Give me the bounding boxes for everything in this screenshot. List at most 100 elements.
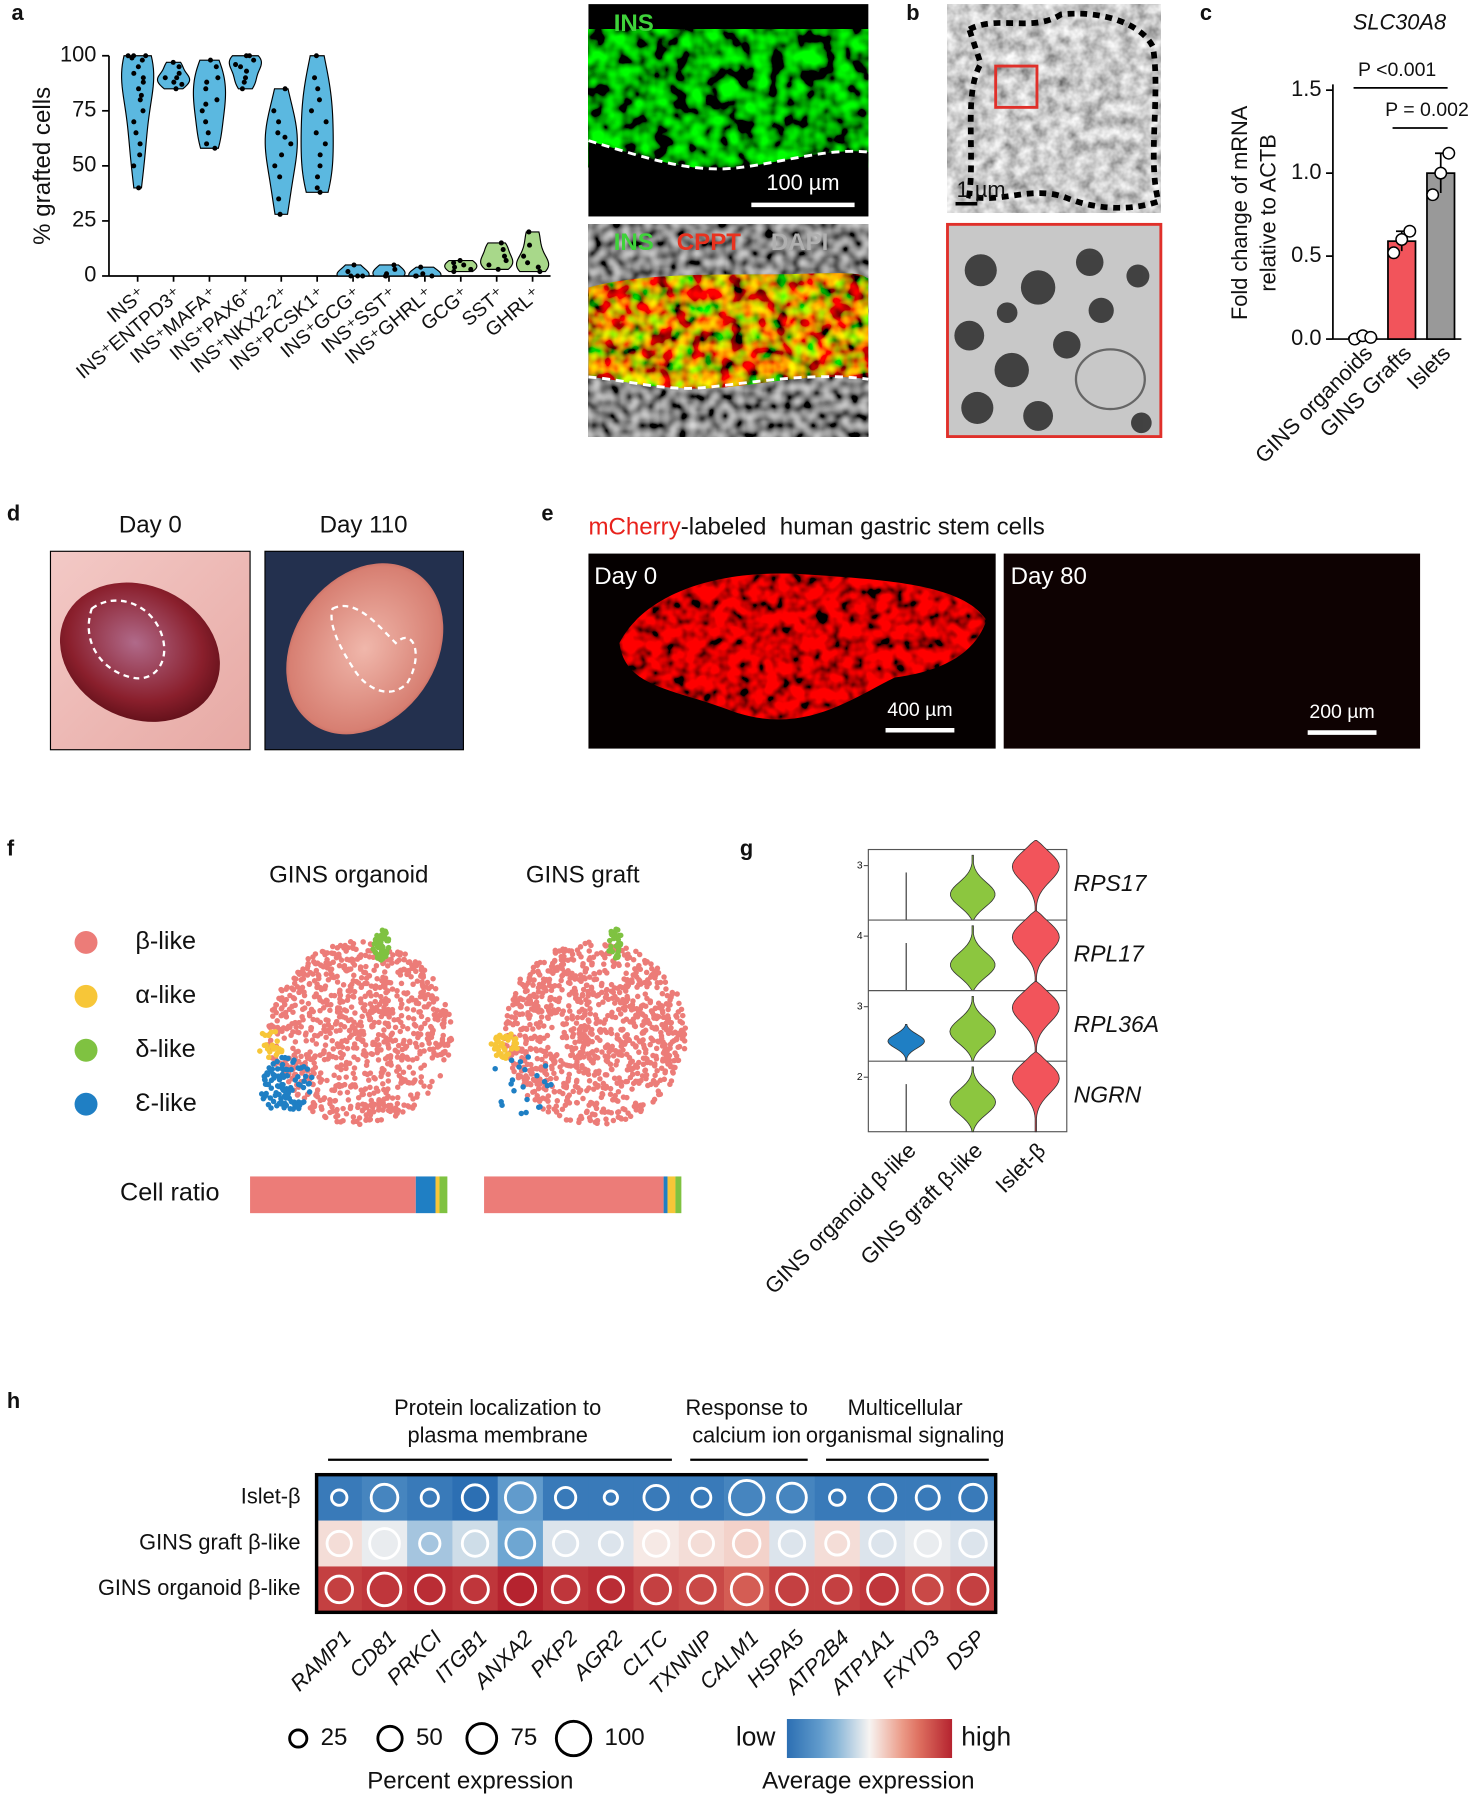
cell-dot	[597, 1037, 603, 1044]
cell-dot	[561, 1083, 567, 1090]
cell-dot	[511, 1040, 517, 1046]
data-point	[135, 64, 141, 70]
cell-dot	[385, 1045, 392, 1051]
cell-dot	[295, 1073, 301, 1080]
merge-micrograph: INS CPPT DAPI	[588, 224, 869, 437]
data-point	[171, 79, 177, 85]
cell-dot	[361, 969, 367, 976]
cell-dot	[588, 984, 595, 990]
cell-dot	[601, 961, 607, 967]
cell-dot	[600, 1108, 607, 1115]
cell-dot	[660, 1014, 667, 1021]
cell-dot	[279, 995, 285, 1001]
percent-dot	[687, 1529, 716, 1558]
cell-dot	[328, 992, 335, 999]
cell-dot	[347, 966, 354, 972]
cell-dot	[350, 993, 356, 1000]
cell-dot	[661, 974, 667, 980]
cell-dot	[548, 1063, 555, 1070]
cell-dot	[499, 1053, 505, 1060]
cell-dot	[387, 1055, 394, 1061]
cell-dot	[652, 1072, 658, 1079]
cell-dot	[289, 985, 295, 991]
cell-dot	[395, 1094, 401, 1101]
cell-dot	[586, 1078, 593, 1084]
cell-dot	[441, 1057, 447, 1063]
cell-dot	[414, 1055, 420, 1062]
cell-dot	[274, 1024, 281, 1031]
cell-dot	[341, 962, 348, 969]
group-label: GINS graft β-like	[855, 1138, 987, 1270]
cell-dot	[309, 1074, 315, 1081]
cell-dot	[278, 1006, 285, 1012]
cell-dot	[447, 1019, 454, 1025]
cell-dot	[542, 1069, 548, 1076]
cell-dot	[583, 982, 590, 988]
percent-dot	[824, 1530, 851, 1557]
ratio-segment	[435, 1176, 440, 1214]
group-header: plasma membrane	[407, 1423, 587, 1448]
cell-dot	[535, 1003, 541, 1010]
cell-dot	[377, 984, 383, 991]
cell-dot	[257, 1048, 263, 1054]
cell-dot	[334, 945, 341, 951]
cell-dot	[520, 1084, 526, 1090]
cell-dot	[610, 1117, 617, 1124]
cell-dot	[367, 1084, 373, 1091]
data-point	[413, 273, 419, 279]
percent-dot	[550, 1574, 581, 1605]
photo-title: Day 0	[119, 511, 182, 538]
data-point	[199, 108, 205, 114]
cell-dot	[406, 1064, 413, 1070]
data-point	[212, 145, 218, 151]
scale-bar-label: 100 µm	[766, 170, 839, 195]
cell-dot	[355, 1056, 361, 1063]
cell-dot	[609, 1014, 616, 1020]
heat-cell	[724, 1520, 770, 1567]
cell-dot	[321, 1048, 327, 1054]
cell-dot	[329, 1037, 336, 1044]
cell-dot	[352, 1075, 358, 1081]
cell-dot	[669, 1039, 676, 1045]
mcherry-images: mCherry-labeled human gastric stem cells…	[588, 514, 1421, 749]
heat-cell	[316, 1474, 363, 1521]
size-legend-dot	[376, 1724, 404, 1753]
cell-dot	[530, 1026, 536, 1032]
cell-dot	[437, 1073, 444, 1079]
data-point	[137, 152, 143, 158]
cell-dot	[615, 1109, 621, 1116]
cell-dot	[548, 1002, 554, 1009]
cell-dot	[269, 1007, 276, 1013]
cell-dot	[306, 1012, 313, 1019]
cell-dot	[492, 1065, 498, 1072]
cell-dot	[323, 971, 330, 977]
size-legend-label: 100	[605, 1724, 645, 1751]
cell-dot	[387, 1108, 394, 1115]
cell-dot	[585, 1024, 591, 1030]
cell-dot	[419, 979, 425, 985]
cell-dot	[587, 1006, 593, 1012]
cell-dot	[594, 1084, 601, 1090]
chart-title: SLC30A8	[1353, 9, 1446, 34]
cell-dot	[596, 1001, 602, 1008]
cell-dot	[366, 972, 373, 979]
data-point	[277, 174, 283, 180]
cell-dot	[509, 1077, 516, 1083]
data-point	[251, 57, 257, 63]
cell-dot	[509, 1065, 516, 1071]
cell-dot	[387, 1102, 394, 1109]
channel-label: CPPT	[677, 229, 742, 256]
cell-dot	[343, 1062, 349, 1069]
percent-dot	[686, 1574, 717, 1605]
cell-dot	[580, 1095, 586, 1102]
cell-dot	[561, 1029, 567, 1036]
cell-dot	[311, 993, 318, 1000]
data-point	[1403, 224, 1417, 238]
cell-dot	[678, 1029, 685, 1036]
cell-dot	[372, 949, 378, 955]
cell-dot	[547, 1075, 554, 1082]
data-point	[451, 269, 457, 275]
cell-dot	[634, 1070, 641, 1077]
cell-dot	[615, 944, 622, 950]
